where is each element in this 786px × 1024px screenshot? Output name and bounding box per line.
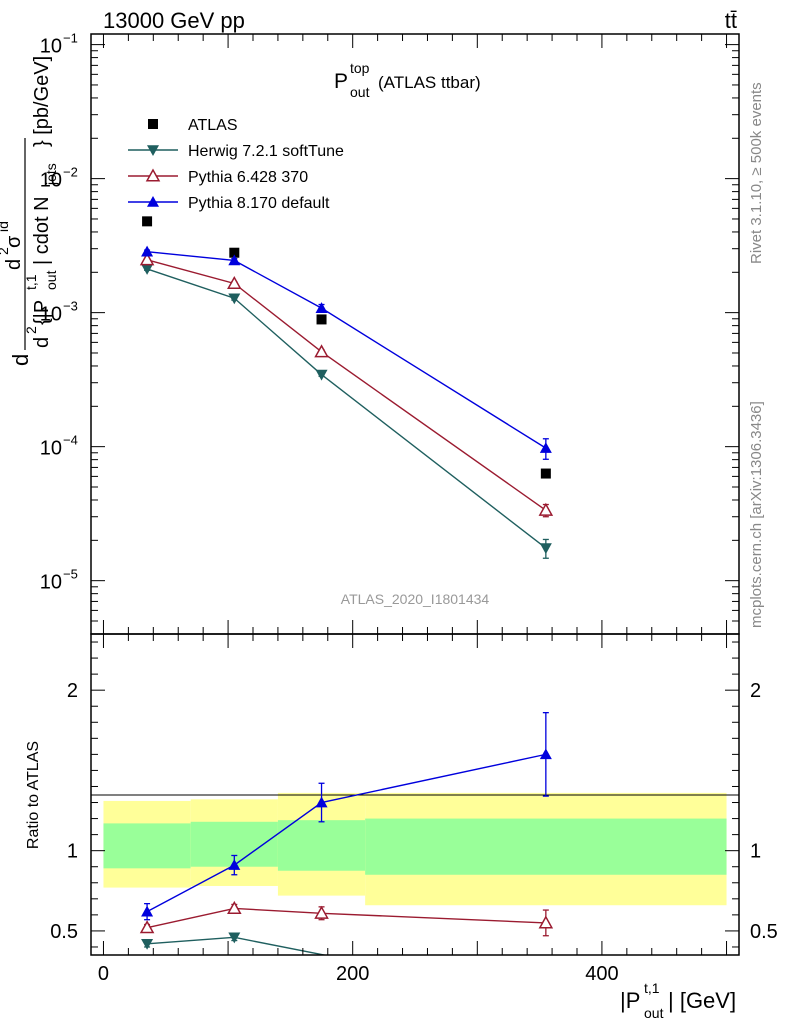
x-tick-label: 200 <box>336 963 369 985</box>
uncertainty-band-inner <box>277 820 366 871</box>
main-panel: 10−110−210−310−410−5 ATLAS_2020_I1801434… <box>0 31 740 635</box>
pythia-8-170-default-point <box>228 254 241 266</box>
rivet-label: Rivet 3.1.10, ≥ 500k events <box>748 82 765 264</box>
title-symbol: P <box>334 70 348 93</box>
title-superscript: top <box>350 60 370 76</box>
x-tick-label: 400 <box>585 963 618 985</box>
pythia-6-428-370-point <box>227 275 242 290</box>
svg-text:t,1: t,1 <box>23 274 39 290</box>
herwig-7-2-1-softtune-line <box>146 268 547 549</box>
y-tick-exponent: −2 <box>63 165 78 180</box>
legend-label-herwig-7-2-1-softtune: Herwig 7.2.1 softTune <box>188 143 344 160</box>
svg-text:out: out <box>43 270 59 290</box>
herwig-7-2-1-softtune-ratio-point <box>228 932 241 944</box>
analysis-watermark: ATLAS_2020_I1801434 <box>341 591 490 607</box>
legend-marker-pythia-6-428-370 <box>145 168 161 182</box>
svg-text:jets: jets <box>43 163 59 186</box>
herwig-7-2-1-softtune-ratio-point <box>141 938 154 950</box>
herwig-7-2-1-softtune-point <box>315 369 328 381</box>
pythia-6-428-370-ratio-point <box>538 915 554 929</box>
svg-text:} [pb/GeV]: } [pb/GeV] <box>31 56 53 147</box>
y-tick-label: 10 <box>40 572 62 594</box>
legend-marker-atlas <box>148 119 158 129</box>
atlas-point <box>229 247 240 258</box>
pythia-8-170-default-ratio-point <box>315 796 328 808</box>
pythia-8-170-default-ratio-line <box>146 753 546 913</box>
uncertainty-band-inner <box>365 818 727 875</box>
pythia-6-428-370-ratio-point <box>139 920 155 934</box>
plot-title: P top out (ATLAS ttbar) <box>334 60 481 100</box>
pythia-8-170-default-ratio-point <box>141 905 154 917</box>
y-tick-exponent: −1 <box>63 31 78 46</box>
pythia-6-428-370-ratio-point <box>227 900 242 915</box>
uncertainty-band-inner <box>103 823 191 869</box>
mcplots-label: mcplots.cern.ch [arXiv:1306.3436] <box>748 401 765 628</box>
pythia-6-428-370-point <box>314 344 329 358</box>
xlabel-suffix: | [GeV] <box>668 988 736 1013</box>
y-tick-label: 10 <box>40 36 62 58</box>
main-ylabel: d d 2 σ id d 2 {|P t,1 out | cdot N jets… <box>0 56 59 366</box>
pythia-8-170-default-ratio-point <box>228 859 241 870</box>
ratio-y-tick-label: 1 <box>67 841 78 863</box>
xlabel-subscript: out <box>644 1005 664 1021</box>
pythia-8-170-default-point <box>141 245 154 257</box>
y-tick-exponent: −5 <box>63 567 78 582</box>
ratio-y-tick-label-right: 0.5 <box>750 921 778 943</box>
ratio-y-tick-label-right: 2 <box>750 680 761 702</box>
legend-label-atlas: ATLAS <box>188 117 238 134</box>
y-tick-label: 10 <box>40 438 62 460</box>
legend-marker-pythia-8-170-default <box>147 196 159 207</box>
atlas-point <box>316 314 327 325</box>
svg-text:σ: σ <box>3 235 25 248</box>
x-tick-label: 0 <box>98 963 109 985</box>
pythia-8-170-default-point <box>539 442 552 453</box>
title-suffix: (ATLAS ttbar) <box>378 73 481 92</box>
pythia-8-170-default-line <box>147 250 547 449</box>
pythia-6-428-370-point <box>139 252 155 266</box>
y-tick-exponent: −4 <box>63 433 78 448</box>
x-axis-label: |P t,1 out | [GeV] <box>620 980 736 1021</box>
herwig-7-2-1-softtune-point <box>228 293 241 305</box>
svg-text:2: 2 <box>0 247 11 255</box>
svg-text:{|P: {|P <box>31 300 53 325</box>
y-tick-exponent: −3 <box>63 299 78 314</box>
pythia-8-170-default-ratio-point <box>539 748 552 760</box>
svg-text:id: id <box>0 221 11 232</box>
svg-text:2: 2 <box>23 326 39 334</box>
pythia-6-428-370-point <box>538 502 554 516</box>
legend-marker-herwig-7-2-1-softtune <box>147 145 159 156</box>
svg-text:d: d <box>31 337 53 348</box>
process-label: tt̄ <box>725 8 737 33</box>
y-tick-label: 10 <box>40 170 62 192</box>
herwig-7-2-1-softtune-point <box>141 264 154 275</box>
ratio-y-tick-label: 0.5 <box>50 921 78 943</box>
ratio-y-tick-label: 2 <box>67 680 78 702</box>
atlas-point <box>142 216 153 227</box>
y-tick-label: 10 <box>40 304 62 326</box>
svg-text:d: d <box>8 354 33 366</box>
svg-text:d: d <box>3 259 25 270</box>
pythia-6-428-370-ratio-line <box>146 907 546 929</box>
xlabel-prefix: |P <box>620 988 640 1013</box>
pythia-8-170-default-point <box>315 302 328 313</box>
atlas-point <box>540 468 551 479</box>
xlabel-superscript: t,1 <box>644 980 660 996</box>
svg-text:| cdot N: | cdot N <box>31 196 53 265</box>
ratio-frame <box>90 633 740 956</box>
legend-label-pythia-8-170-default: Pythia 8.170 default <box>188 195 330 212</box>
ratio-panel: 0.5 0.5 1 1 2 2 0 200 400 Ratio to ATLAS |P t,1 … <box>25 633 778 1021</box>
legend: ATLAS Herwig 7.2.1 softTune Pythia 6.428 3… <box>128 117 344 212</box>
pythia-6-428-370-line <box>146 259 547 511</box>
pythia-6-428-370-ratio-point <box>314 905 329 919</box>
title-subscript: out <box>350 84 370 100</box>
ratio-y-tick-label-right: 1 <box>750 841 761 863</box>
legend-label-pythia-6-428-370: Pythia 6.428 370 <box>188 169 308 186</box>
ratio-ylabel: Ratio to ATLAS <box>25 741 42 849</box>
energy-label: 13000 GeV pp <box>103 8 245 33</box>
herwig-7-2-1-softtune-point <box>539 543 552 555</box>
